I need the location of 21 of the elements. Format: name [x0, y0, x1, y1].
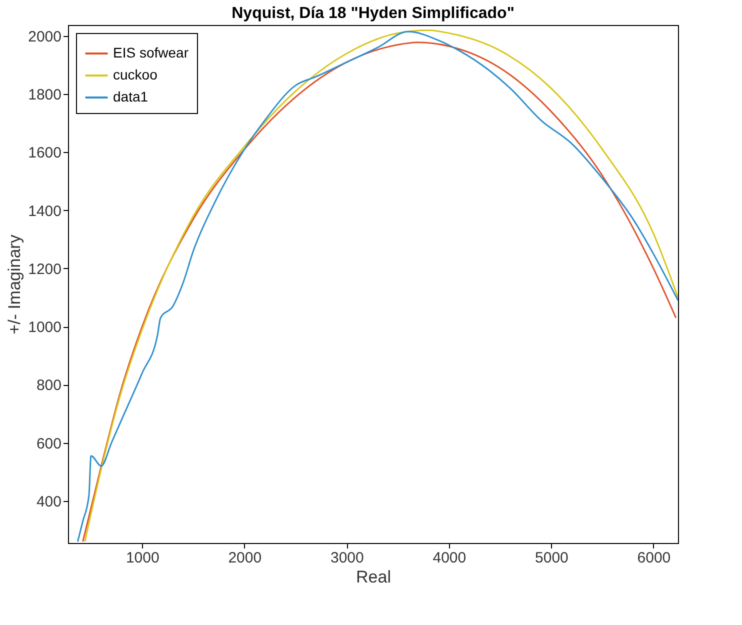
x-tick-label: 2000	[228, 550, 262, 566]
chart-title: Nyquist, Día 18 "Hyden Simplificado"	[232, 5, 514, 22]
y-tick-label: 600	[36, 435, 62, 452]
x-tick-label: 4000	[432, 550, 466, 566]
legend-label: data1	[113, 88, 148, 104]
y-axis-title: +/- Imaginary	[5, 234, 24, 334]
legend-label: EIS sofwear	[113, 44, 189, 60]
y-tick-label: 1800	[28, 86, 62, 104]
x-axis-title: Real	[356, 568, 391, 586]
y-tick-label: 800	[36, 377, 62, 394]
x-tick-label: 1000	[126, 550, 160, 566]
y-tick-label: 1200	[28, 260, 62, 278]
y-tick-label: 1000	[28, 319, 62, 336]
x-tick-label: 6000	[637, 550, 671, 566]
y-tick-label: 1600	[28, 144, 62, 162]
x-tick-label: 3000	[330, 550, 364, 566]
y-tick-label: 400	[36, 493, 62, 510]
y-tick-label: 2000	[28, 28, 62, 46]
y-tick-label: 1400	[28, 202, 62, 220]
x-tick-label: 5000	[535, 550, 568, 566]
legend-label: cuckoo	[113, 66, 158, 82]
